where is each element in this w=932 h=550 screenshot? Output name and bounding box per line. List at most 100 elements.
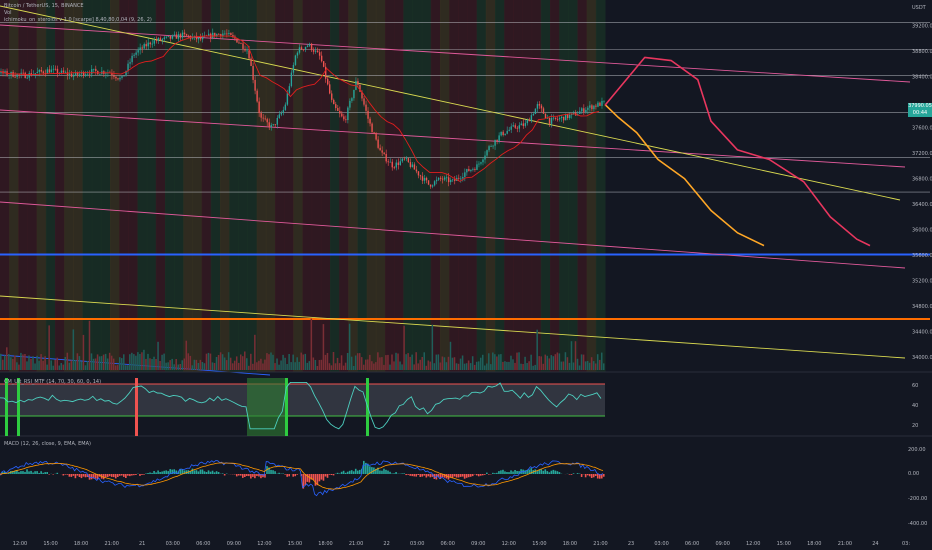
volume-bar: [244, 351, 246, 370]
trend-line: [0, 5, 901, 201]
macd-histogram-bar: [336, 472, 339, 474]
macd-histogram-bar: [512, 471, 514, 474]
candle-body: [591, 105, 593, 110]
macd-legend[interactable]: MACD (12, 26, close, 9, EMA, EMA): [4, 441, 91, 447]
candle-body: [508, 129, 510, 131]
volume-bar: [453, 357, 456, 370]
candle-body: [589, 105, 591, 108]
candle-body: [153, 40, 155, 44]
background-band: [421, 0, 432, 372]
macd-histogram-bar: [129, 474, 131, 477]
candle-body: [601, 100, 603, 106]
volume-bar: [318, 360, 321, 370]
macd-histogram-bar: [423, 474, 426, 476]
candle-body: [581, 108, 583, 112]
candle-body: [125, 70, 127, 76]
volume-bar: [324, 354, 327, 370]
candle-body: [179, 34, 182, 38]
candle-body: [538, 104, 541, 106]
macd-histogram-bar: [463, 474, 466, 479]
macd-histogram-bar: [179, 468, 182, 474]
macd-histogram-bar: [149, 472, 151, 474]
candle-body: [363, 98, 365, 105]
macd-histogram-bar: [248, 474, 250, 477]
volume-bar: [294, 362, 296, 370]
macd-axis-label: -400.00: [908, 521, 927, 527]
macd-histogram-bar: [42, 472, 44, 474]
background-band: [9, 0, 19, 372]
macd-histogram-bar: [14, 470, 16, 474]
candle-body: [220, 34, 222, 37]
volume-bar: [574, 341, 577, 370]
volume-bar: [441, 356, 444, 370]
volume-bar: [24, 354, 26, 370]
candle-body: [95, 68, 97, 72]
background-band: [128, 0, 138, 372]
volume-bar: [177, 364, 179, 370]
price-axis-label: 35600.00: [912, 253, 932, 259]
candle-body: [409, 162, 412, 167]
time-axis-label: 09:00: [227, 541, 241, 547]
macd-histogram-bar: [143, 474, 145, 475]
macd-histogram-bar: [72, 474, 75, 476]
background-band: [449, 0, 459, 372]
volume-bar: [552, 356, 555, 370]
symbol-legend[interactable]: Bitcoin / TetherUS, 15, BINANCE: [4, 3, 84, 9]
macd-histogram-bar: [163, 470, 165, 474]
macd-histogram-bar: [530, 468, 532, 474]
macd-histogram-bar: [209, 471, 212, 474]
candle-body: [397, 162, 399, 165]
candle-body: [28, 73, 30, 78]
volume-bar: [602, 363, 605, 370]
macd-histogram-bar: [365, 462, 367, 474]
volume-bar: [179, 364, 181, 370]
candle-body: [238, 42, 240, 44]
volume-bar: [496, 356, 498, 370]
candle-body: [562, 116, 565, 121]
macd-histogram-bar: [602, 474, 605, 477]
candle-body: [34, 73, 36, 75]
price-axis-label: 34000.00: [912, 355, 932, 361]
volume-bar: [227, 352, 230, 370]
volume-bar: [258, 360, 260, 370]
candle-body: [276, 117, 278, 125]
macd-histogram-bar: [409, 474, 411, 476]
rsi-legend[interactable]: CM_Ult_RSI_MTF (14, 70, 30, 60, 0, 14): [4, 379, 102, 385]
volume-bar: [139, 354, 141, 370]
candle-body: [530, 115, 533, 122]
candle-body: [593, 105, 595, 110]
candle-body: [177, 34, 180, 39]
volume-bar: [296, 357, 298, 370]
macd-histogram-bar: [147, 473, 149, 474]
candle-body: [544, 113, 547, 119]
volume-bar: [229, 357, 232, 370]
candle-body: [270, 124, 272, 128]
volume-bar: [407, 353, 409, 370]
macd-histogram-bar: [352, 471, 355, 474]
candle-body: [502, 131, 504, 135]
volume-legend[interactable]: Vol: [4, 10, 12, 16]
macd-histogram-bar: [417, 474, 420, 475]
macd-histogram-bar: [66, 474, 69, 475]
background-band: [430, 0, 441, 372]
macd-histogram-bar: [429, 474, 432, 478]
macd-histogram-bar: [461, 474, 464, 477]
candle-body: [216, 33, 218, 37]
candle-body: [72, 75, 75, 77]
background-band: [192, 0, 203, 372]
candle-body: [308, 43, 311, 46]
volume-bar: [473, 364, 476, 370]
macd-histogram-bar: [78, 474, 81, 477]
volume-bar: [78, 356, 81, 370]
macd-histogram-bar: [494, 473, 496, 474]
ichimoku-legend[interactable]: ichimoku_on_steroids v 1.0 [scarpe] 8,40…: [4, 17, 152, 23]
time-axis-label: 21:00: [593, 541, 607, 547]
volume-bar: [556, 352, 559, 370]
macd-histogram-bar: [528, 469, 530, 474]
macd-histogram-bar: [121, 474, 123, 476]
macd-histogram-bar: [173, 469, 176, 474]
price-axis-label: 35200.00: [912, 279, 932, 285]
volume-bar: [151, 359, 153, 370]
candle-body: [141, 47, 143, 49]
